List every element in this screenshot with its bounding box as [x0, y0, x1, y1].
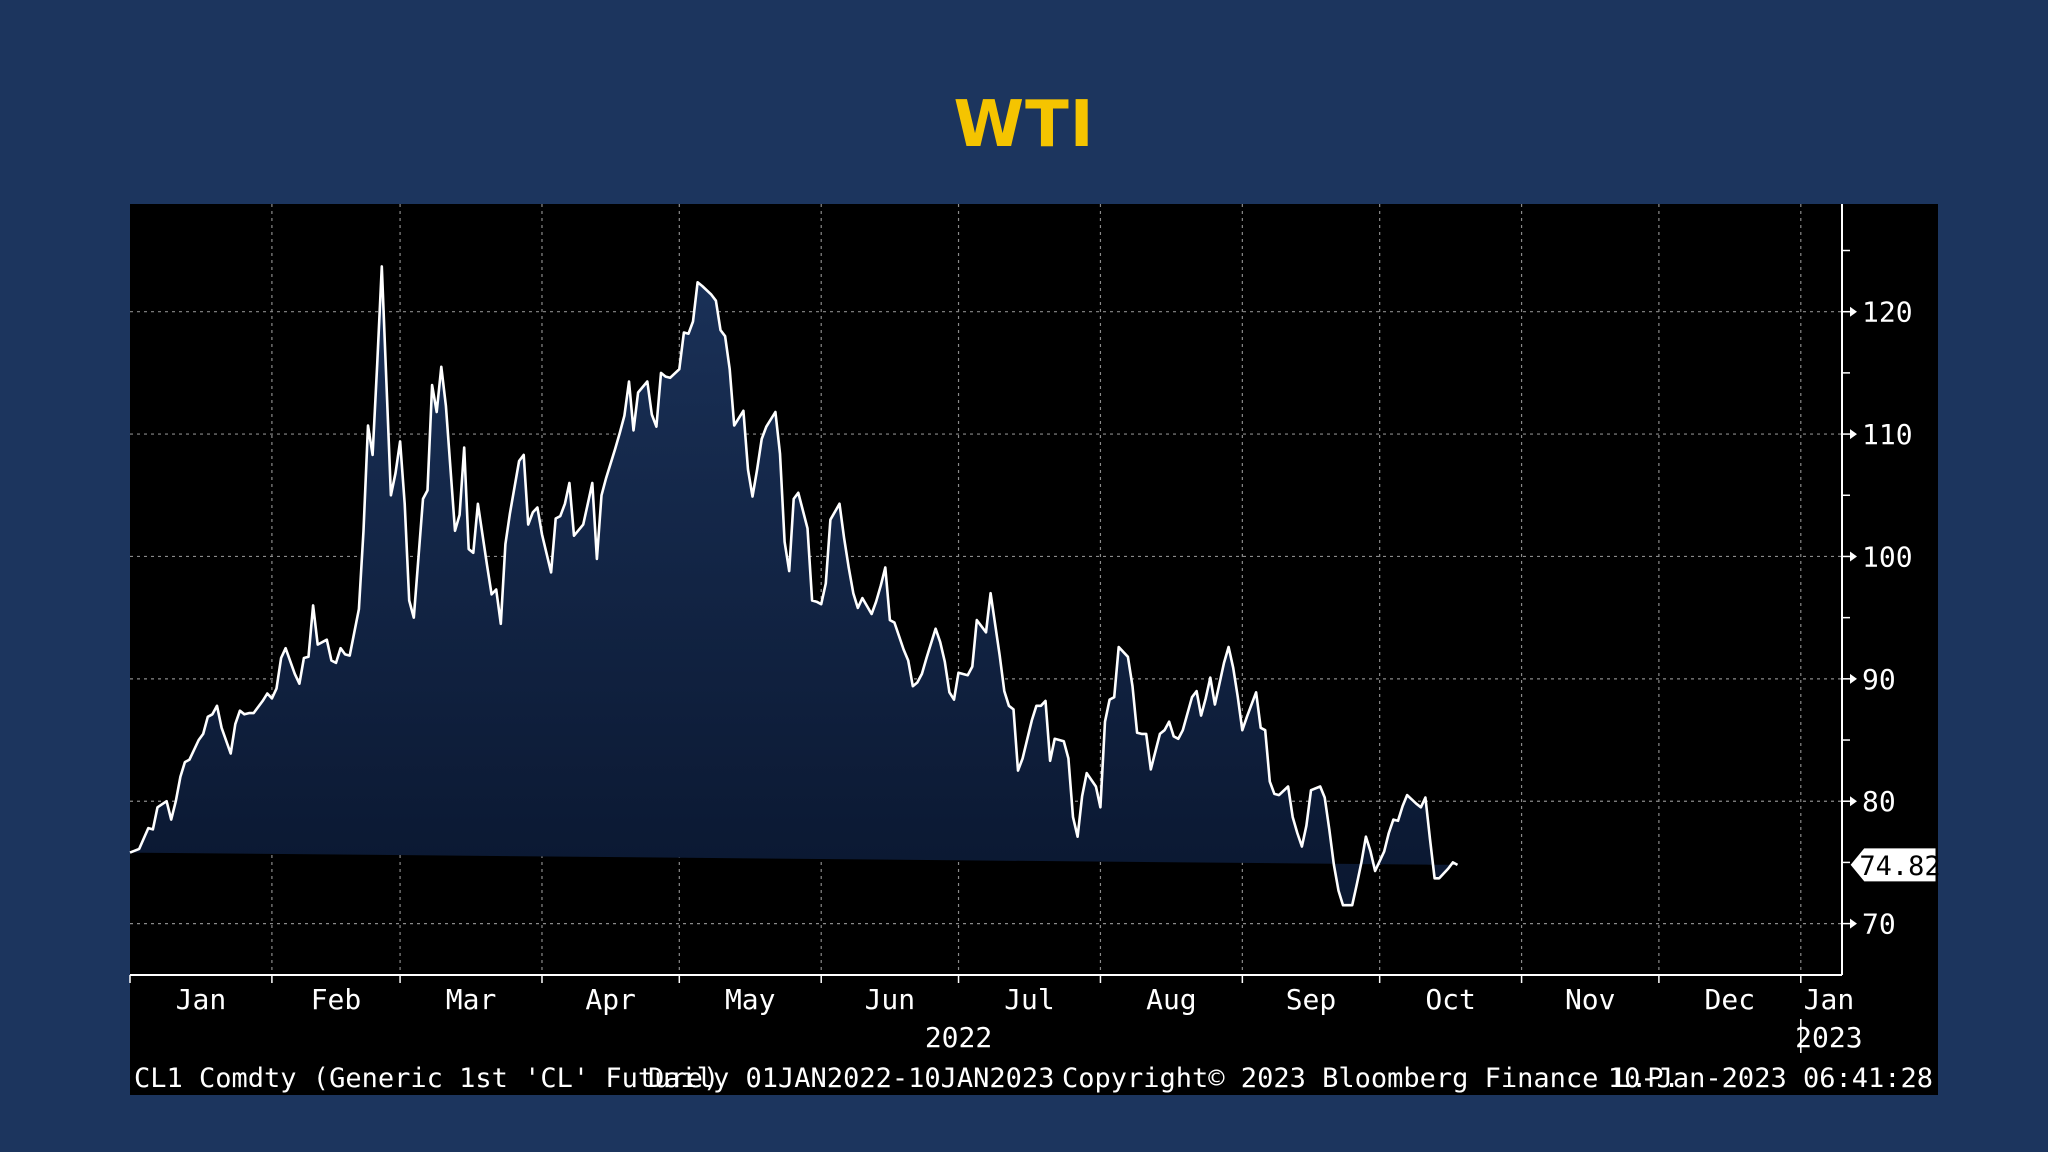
price-area [130, 266, 1458, 906]
x-tick-label: Jun [865, 983, 916, 1016]
x-tick-label: Feb [311, 983, 362, 1016]
y-tick-marker [1850, 551, 1857, 562]
y-tick-label: 100 [1862, 540, 1913, 573]
year-label: 2022 [925, 1021, 992, 1054]
x-tick-label: Oct [1425, 983, 1476, 1016]
next-year-label: 2023 [1795, 1021, 1862, 1054]
x-tick-label: Apr [585, 983, 636, 1016]
x-tick-label: Jan [176, 983, 227, 1016]
footer-copyright: Copyright© 2023 Bloomberg Finance L.P. [1062, 1063, 1680, 1094]
footer-range: Daily 01JAN2022-10JAN2023 [648, 1063, 1054, 1094]
y-tick-marker [1850, 673, 1857, 684]
footer-layer: CL1 Comdty (Generic 1st 'CL' Future)Dail… [134, 1063, 1933, 1094]
y-tick-label: 110 [1862, 418, 1913, 451]
y-tick-marker [1850, 918, 1857, 929]
chart-title: WTI [953, 88, 1095, 162]
axis-layer [129, 204, 1857, 1053]
last-value-flag [1849, 847, 1937, 883]
y-tick-label: 80 [1862, 785, 1896, 818]
x-tick-label: Sep [1286, 983, 1337, 1016]
x-tick-label: May [725, 983, 776, 1016]
label-layer: 70 80 90 100 110 120 Jan Feb Mar Apr May Jun Jul Aug S… [176, 296, 1941, 1054]
x-tick-label: Aug [1146, 983, 1197, 1016]
footer-timestamp: 10-Jan-2023 06:41:28 [1608, 1063, 1933, 1094]
price-line [129, 265, 1459, 907]
y-tick-marker [1850, 796, 1857, 807]
footer-ticker: CL1 Comdty (Generic 1st 'CL' Future) [134, 1063, 719, 1094]
last-value-label: 74.82 [1859, 851, 1940, 882]
y-tick-marker [1850, 306, 1857, 317]
y-tick-label: 70 [1862, 908, 1896, 941]
x-tick-label: Mar [446, 983, 497, 1016]
y-tick-label: 120 [1862, 296, 1913, 329]
y-tick-marker [1850, 429, 1857, 440]
x-tick-label: Nov [1565, 983, 1616, 1016]
y-tick-label: 90 [1862, 663, 1896, 696]
x-tick-label: Jan [1804, 983, 1855, 1016]
x-tick-label: Jul [1004, 983, 1055, 1016]
x-tick-label: Dec [1705, 983, 1756, 1016]
